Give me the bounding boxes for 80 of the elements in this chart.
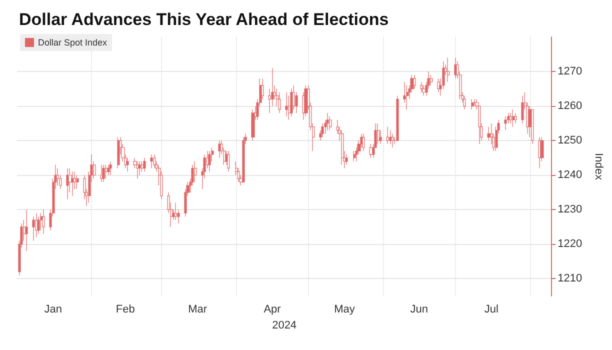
candlestick (531, 109, 534, 144)
y-tick-label: 1220 (558, 238, 582, 250)
x-tick-label: May (334, 304, 356, 316)
candlestick (521, 95, 524, 124)
candlestick (369, 144, 373, 158)
y-axis-title: Index (592, 153, 604, 180)
x-tick-label: Apr (264, 304, 282, 316)
candlestick (326, 112, 329, 131)
candlestick (37, 216, 40, 234)
candlestick (208, 150, 211, 172)
x-tick-label: Jul (484, 304, 498, 316)
candlestick (56, 168, 59, 186)
candlestick (40, 212, 43, 231)
x-tick-label: Jan (44, 304, 62, 316)
candlestick (377, 123, 380, 144)
legend-label: Dollar Spot Index (38, 38, 108, 48)
y-tick-label: 1260 (558, 100, 582, 112)
candlestick (509, 112, 512, 124)
candlestick (487, 126, 491, 141)
candlestick (290, 88, 293, 117)
candlestick (413, 74, 416, 90)
candlestick (102, 164, 105, 182)
candlestick (430, 74, 433, 86)
candlestick (174, 202, 177, 220)
x-axis-title: 2024 (272, 320, 297, 332)
y-tick-label: 1210 (558, 272, 582, 285)
candlestick (109, 161, 112, 176)
candlestick (437, 78, 440, 93)
chart-title: Dollar Advances This Year Ahead of Elections (19, 10, 389, 29)
candlestick (396, 95, 399, 141)
candlestick (512, 109, 515, 128)
candlestick (242, 136, 245, 182)
candlestick (504, 116, 507, 131)
candlestick (321, 123, 324, 138)
candlestick (406, 85, 409, 110)
candlestick (389, 130, 392, 144)
x-tick-label: Jun (410, 304, 428, 316)
candlestick (420, 82, 423, 93)
candlestick (514, 112, 517, 124)
candlestick (278, 92, 281, 114)
candlestick (251, 109, 255, 141)
y-tick-label: 1240 (558, 169, 582, 182)
candlestick (150, 154, 153, 169)
candlestick (227, 150, 230, 172)
candlestick (143, 158, 146, 172)
x-tick-label: Feb (116, 304, 135, 316)
candlestick (35, 212, 38, 238)
candlestick (100, 164, 103, 182)
candlestick (194, 161, 197, 182)
candlestick (138, 161, 141, 176)
y-tick-label: 1250 (558, 134, 582, 147)
candlestick (341, 130, 344, 166)
candlestick (386, 126, 389, 144)
candlestick (329, 116, 332, 131)
candlestick (447, 57, 450, 82)
candlestick (107, 164, 110, 176)
candlestick (71, 171, 74, 196)
candlestick (285, 92, 288, 117)
candlestick (141, 161, 144, 172)
candlestick (422, 85, 426, 96)
candlestick (345, 154, 348, 166)
candlestick (218, 140, 221, 158)
candlestick (136, 161, 139, 179)
candlestick (66, 168, 69, 200)
candlestick (353, 150, 356, 162)
candlestick (42, 209, 45, 234)
y-tick-label: 1230 (558, 204, 582, 216)
candlestick (538, 136, 541, 169)
candlestick (76, 174, 79, 190)
candlestick (391, 133, 394, 148)
candlestick (105, 164, 108, 179)
candlestick (454, 57, 457, 79)
candlestick (463, 95, 466, 110)
y-tick-label: 1270 (558, 66, 582, 78)
candlestick (153, 154, 156, 169)
candlestick (32, 216, 35, 242)
candlestick (25, 209, 28, 252)
x-tick-label: Mar (188, 304, 208, 316)
candlestick (126, 158, 129, 172)
candlestick (473, 98, 476, 106)
